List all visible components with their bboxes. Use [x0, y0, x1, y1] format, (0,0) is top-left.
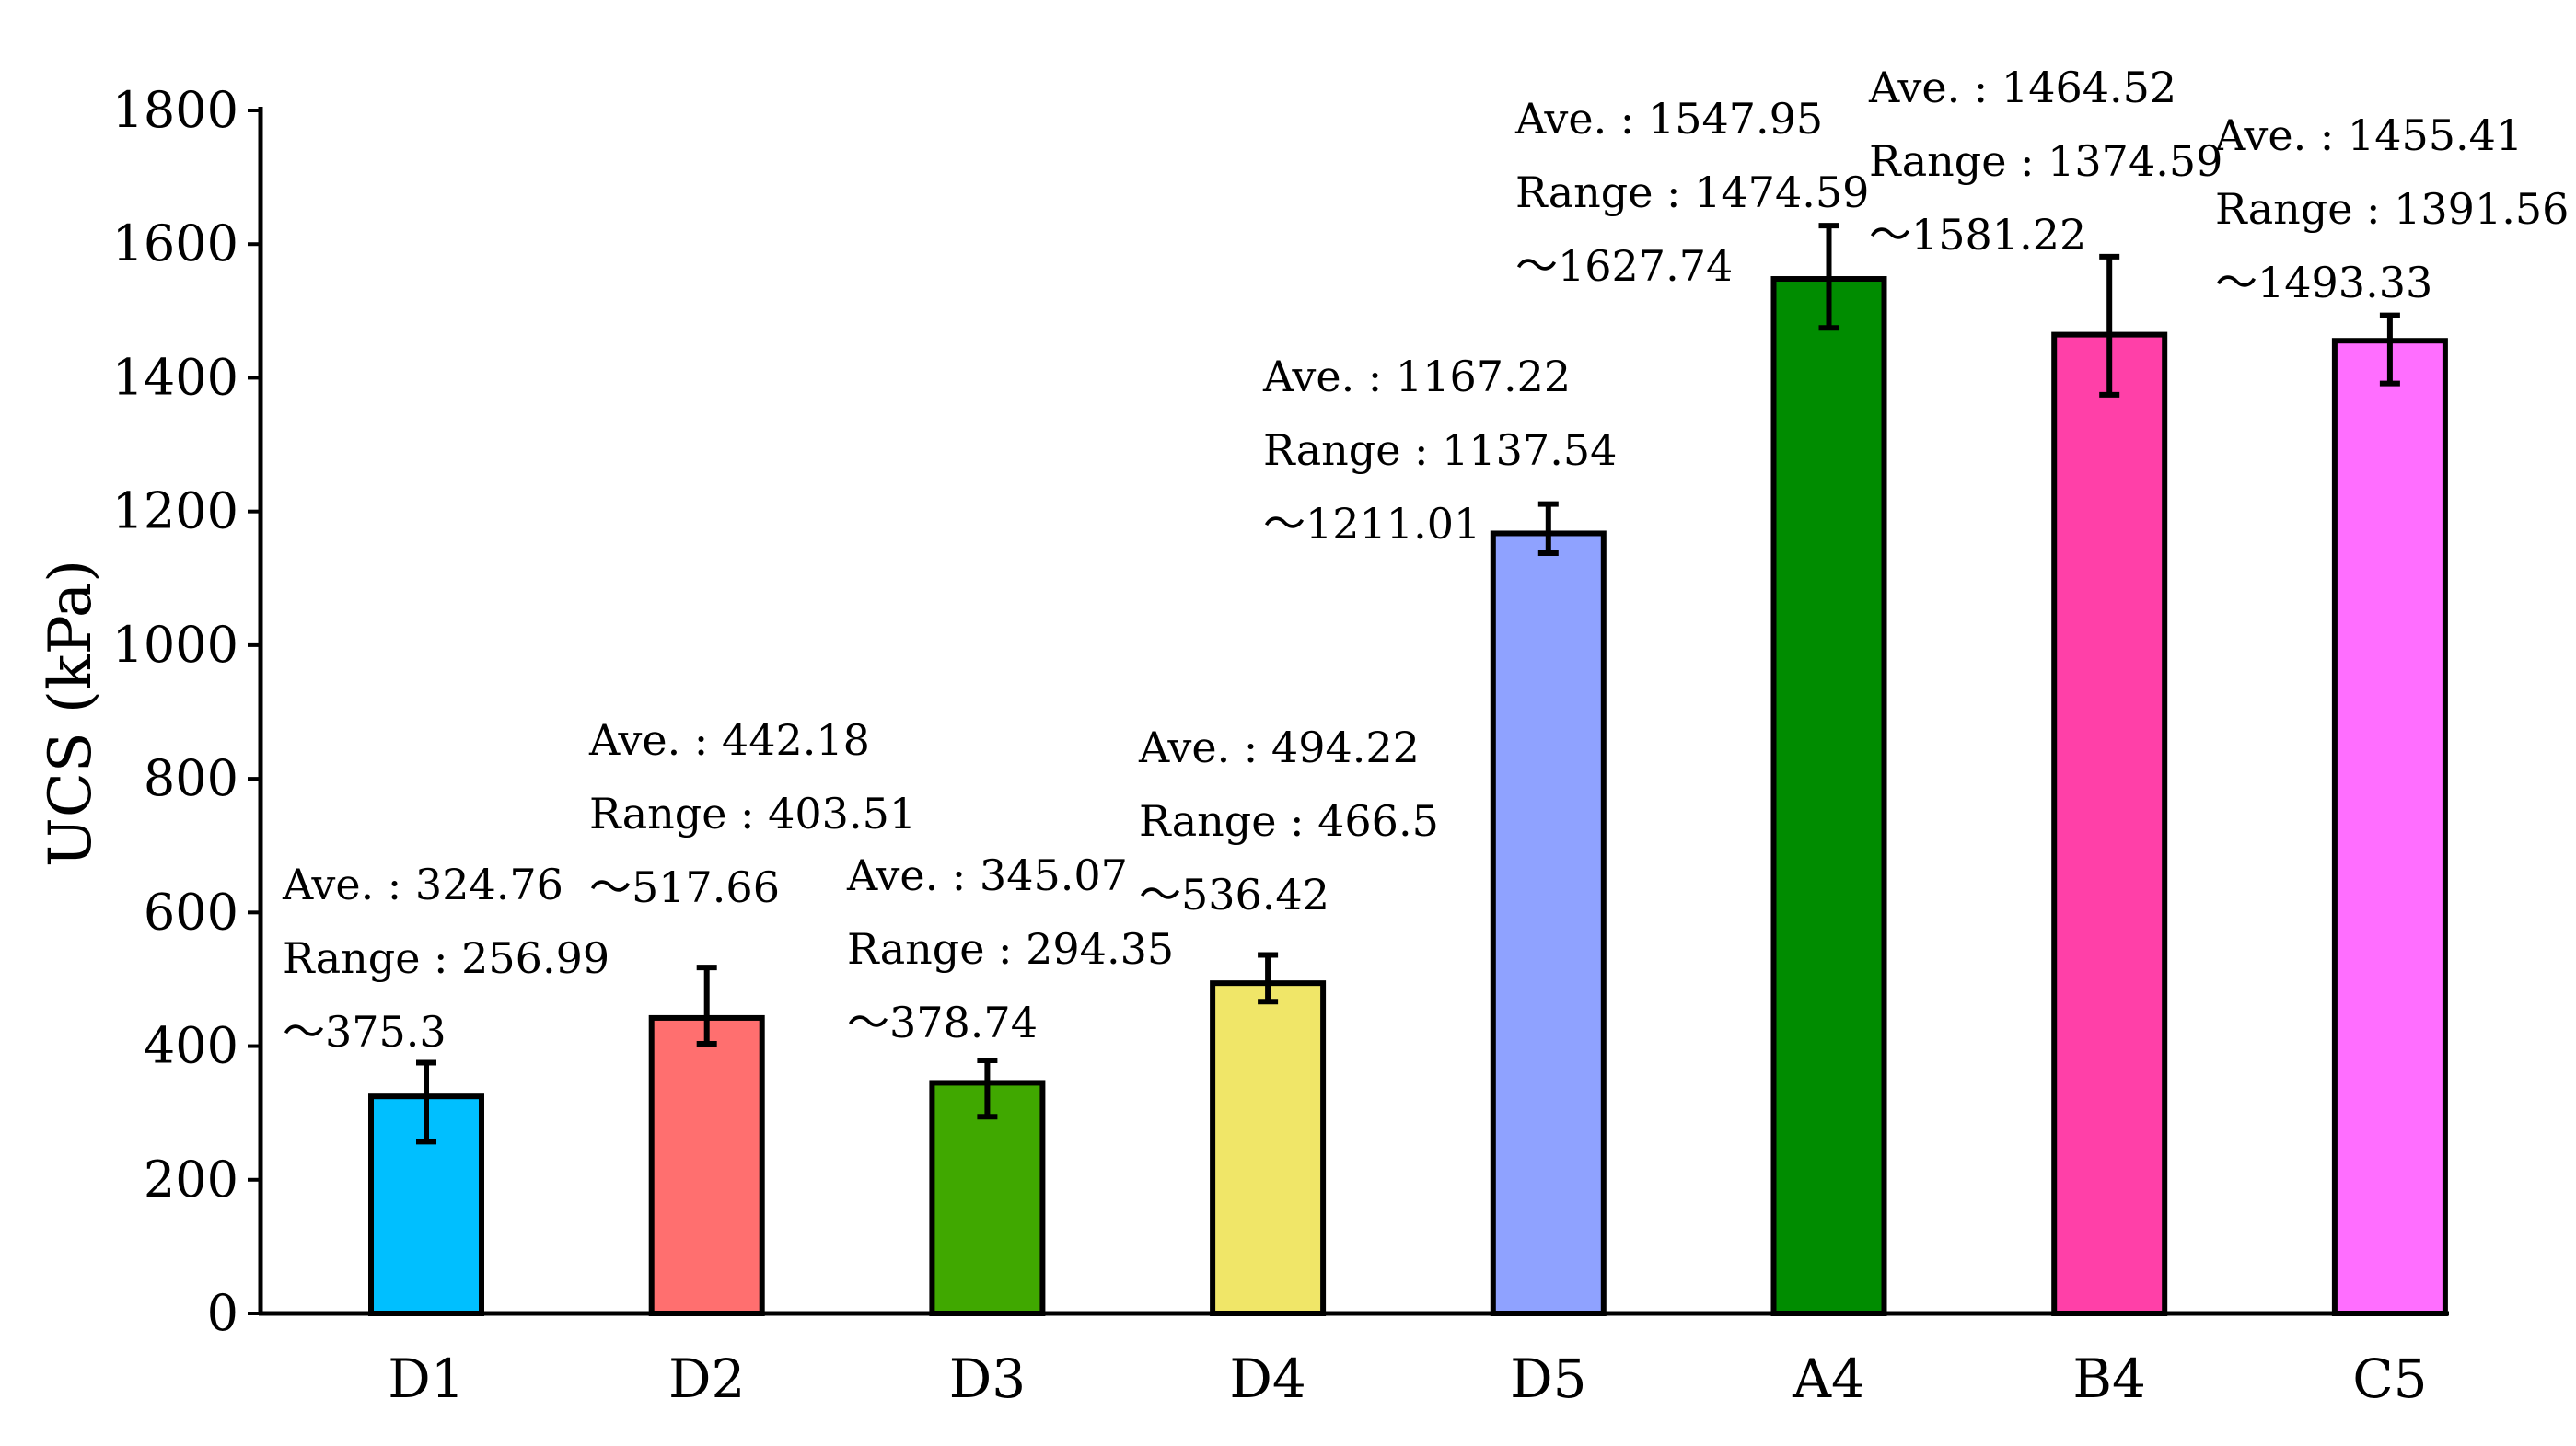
y-tick-label: 800: [144, 749, 238, 807]
annotation-line: Range : 403.51: [589, 789, 916, 839]
x-tick-label: D5: [1510, 1348, 1586, 1410]
y-tick-label: 600: [144, 883, 238, 941]
annotation-line: Range : 256.99: [283, 933, 609, 983]
annotation-line: ～378.74: [847, 998, 1038, 1047]
annotation-line: ～375.3: [283, 1007, 447, 1057]
annotation-d2: Ave. : 442.18 Range : 403.51 ～517.66: [588, 715, 916, 912]
bar-a4: [1770, 276, 1887, 1316]
annotation-line: Ave. : 494.22: [1138, 723, 1420, 772]
annotation-line: Range : 1474.59: [1515, 168, 1869, 217]
annotation-line: Range : 466.5: [1139, 796, 1439, 846]
y-tick-label: 0: [207, 1284, 238, 1342]
annotation-line: Range : 1391.56: [2215, 184, 2569, 234]
annotation-line: Range : 1137.54: [1263, 425, 1617, 475]
x-tick-label: D4: [1229, 1348, 1305, 1410]
x-tick-label: D3: [949, 1348, 1026, 1410]
annotation-b4: Ave. : 1464.52 Range : 1374.59 ～1581.22: [1868, 63, 2222, 260]
annotation-d3: Ave. : 345.07 Range : 294.35 ～378.74: [846, 850, 1174, 1047]
annotation-line: Ave. : 1547.95: [1514, 94, 1823, 144]
annotation-line: Ave. : 442.18: [588, 715, 870, 765]
y-tick-label: 1400: [112, 348, 238, 406]
annotation-line: ～536.42: [1139, 870, 1329, 920]
annotation-line: ～1627.74: [1515, 241, 1733, 291]
bar-d2: [648, 1014, 765, 1317]
error-bars: [416, 223, 2400, 1145]
bar-b4: [2051, 331, 2168, 1317]
bar-c5: [2331, 338, 2448, 1317]
x-tick-label: B4: [2072, 1348, 2146, 1410]
y-axis-ticks: 0 200 400 600 800 1000 1200 1400 1600 1800: [112, 81, 261, 1342]
annotation-c5: Ave. : 1455.41 Range : 1391.56 ～1493.33: [2214, 110, 2569, 307]
bar-d5: [1490, 530, 1607, 1316]
x-axis-labels: D1 D2 D3 D4 D5 A4 B4 C5: [388, 1348, 2427, 1410]
annotation-d5: Ave. : 1167.22 Range : 1137.54 ～1211.01: [1262, 352, 1617, 549]
annotation-a4: Ave. : 1547.95 Range : 1474.59 ～1627.74: [1514, 94, 1869, 291]
annotation-line: Ave. : 1167.22: [1262, 352, 1571, 401]
bar-d4: [1210, 980, 1327, 1316]
x-tick-label: D1: [388, 1348, 464, 1410]
y-tick-label: 1800: [112, 81, 238, 139]
annotation-line: Ave. : 1455.41: [2214, 110, 2523, 160]
annotation-d1: Ave. : 324.76 Range : 256.99 ～375.3: [282, 860, 609, 1057]
annotation-d4: Ave. : 494.22 Range : 466.5 ～536.42: [1138, 723, 1439, 920]
annotation-line: Ave. : 324.76: [282, 860, 563, 909]
annotation-line: ～1581.22: [1869, 210, 2086, 260]
annotation-line: ～517.66: [589, 862, 780, 912]
y-tick-label: 1000: [112, 616, 238, 674]
x-tick-label: C5: [2352, 1348, 2427, 1410]
y-tick-label: 1600: [112, 214, 238, 272]
annotation-line: Range : 1374.59: [1869, 136, 2222, 186]
annotation-line: Ave. : 345.07: [846, 850, 1128, 900]
y-axis-label: UCS (kPa): [37, 560, 105, 867]
annotation-line: Range : 294.35: [847, 924, 1174, 974]
y-tick-label: 400: [144, 1017, 238, 1075]
annotation-line: ～1211.01: [1263, 499, 1480, 549]
x-tick-label: A4: [1792, 1348, 1865, 1410]
y-tick-label: 1200: [112, 482, 238, 540]
y-tick-label: 200: [144, 1151, 238, 1209]
annotation-line: ～1493.33: [2215, 258, 2432, 307]
x-tick-label: D2: [668, 1348, 745, 1410]
annotation-line: Ave. : 1464.52: [1868, 63, 2176, 112]
